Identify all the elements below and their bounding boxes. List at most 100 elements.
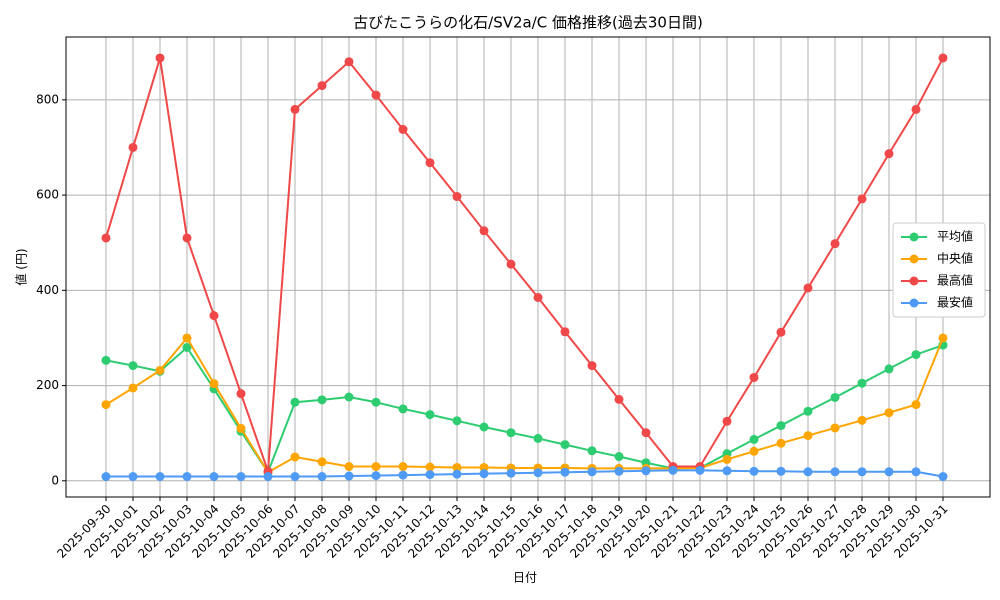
data-point — [803, 467, 813, 477]
y-tick-label: 0 — [51, 473, 59, 487]
data-point — [209, 472, 219, 482]
data-point — [155, 53, 165, 63]
data-point — [398, 124, 408, 134]
legend-marker — [909, 254, 919, 264]
data-point — [884, 467, 894, 477]
data-point — [479, 469, 489, 479]
data-point — [371, 397, 381, 407]
data-point — [911, 467, 921, 477]
data-point — [398, 462, 408, 472]
data-point — [830, 392, 840, 402]
y-tick-label: 200 — [36, 378, 59, 392]
data-point — [182, 233, 192, 243]
data-point — [911, 400, 921, 410]
data-point — [722, 466, 732, 476]
data-point — [101, 355, 111, 365]
data-point — [614, 466, 624, 476]
data-point — [182, 342, 192, 352]
data-point — [425, 470, 435, 480]
plot-frame — [65, 36, 991, 498]
data-point — [263, 472, 273, 482]
data-point — [452, 416, 462, 426]
data-point — [425, 462, 435, 472]
data-point — [128, 142, 138, 152]
data-point — [344, 57, 354, 67]
data-point — [911, 104, 921, 114]
data-point — [506, 428, 516, 438]
data-point — [884, 408, 894, 418]
data-point — [452, 192, 462, 202]
data-point — [506, 259, 516, 269]
data-point — [506, 468, 516, 478]
data-point — [371, 90, 381, 100]
data-point — [857, 467, 867, 477]
data-point — [857, 378, 867, 388]
y-tick-label: 600 — [36, 188, 59, 202]
legend-marker — [909, 298, 919, 308]
data-point — [587, 361, 597, 371]
data-point — [479, 462, 489, 472]
data-point — [209, 311, 219, 321]
legend-label: 中央値 — [937, 251, 973, 266]
data-point — [317, 472, 327, 482]
y-tick-label: 400 — [36, 283, 59, 297]
data-point — [533, 292, 543, 302]
series-line — [105, 336, 944, 474]
data-point — [803, 406, 813, 416]
data-point — [317, 457, 327, 467]
legend-marker — [909, 232, 919, 242]
data-point — [830, 467, 840, 477]
data-point — [722, 454, 732, 464]
data-point — [452, 462, 462, 472]
data-point — [830, 239, 840, 249]
data-point — [398, 470, 408, 480]
data-point — [776, 466, 786, 476]
data-point — [479, 422, 489, 432]
data-point — [776, 327, 786, 337]
data-point — [560, 440, 570, 450]
data-point — [857, 415, 867, 425]
data-point — [344, 462, 354, 472]
data-point — [722, 416, 732, 426]
series-line — [105, 57, 944, 472]
data-point — [209, 379, 219, 389]
series-line — [106, 469, 944, 478]
y-axis-label: 値 (円) — [14, 248, 29, 285]
chart-title: 古びたこうらの化石/SV2a/C 価格推移(過去30日間) — [353, 14, 703, 32]
data-point — [668, 465, 678, 475]
data-point — [938, 472, 948, 482]
data-point — [182, 333, 192, 343]
data-point — [236, 423, 246, 433]
data-point — [317, 81, 327, 91]
data-point — [479, 226, 489, 236]
data-point — [587, 467, 597, 477]
data-point — [938, 53, 948, 63]
data-point — [290, 452, 300, 462]
data-point — [398, 404, 408, 414]
data-point — [749, 466, 759, 476]
data-point — [641, 466, 651, 476]
data-point — [101, 472, 111, 482]
data-point — [533, 468, 543, 478]
data-point — [749, 372, 759, 382]
data-point — [641, 428, 651, 438]
data-point — [803, 283, 813, 293]
data-point — [776, 421, 786, 431]
data-point — [101, 233, 111, 243]
data-point — [371, 471, 381, 481]
data-point — [695, 465, 705, 475]
series-line — [105, 344, 944, 475]
data-point — [290, 104, 300, 114]
x-axis-label: 日付 — [513, 571, 537, 585]
data-point — [344, 471, 354, 481]
data-point — [560, 327, 570, 337]
legend-box — [892, 222, 986, 318]
data-point — [587, 446, 597, 456]
data-point — [236, 472, 246, 482]
data-point — [830, 423, 840, 433]
legend-label: 平均値 — [937, 229, 973, 244]
data-point — [614, 452, 624, 462]
data-point — [857, 194, 867, 204]
legend-label: 最安値 — [937, 295, 973, 310]
